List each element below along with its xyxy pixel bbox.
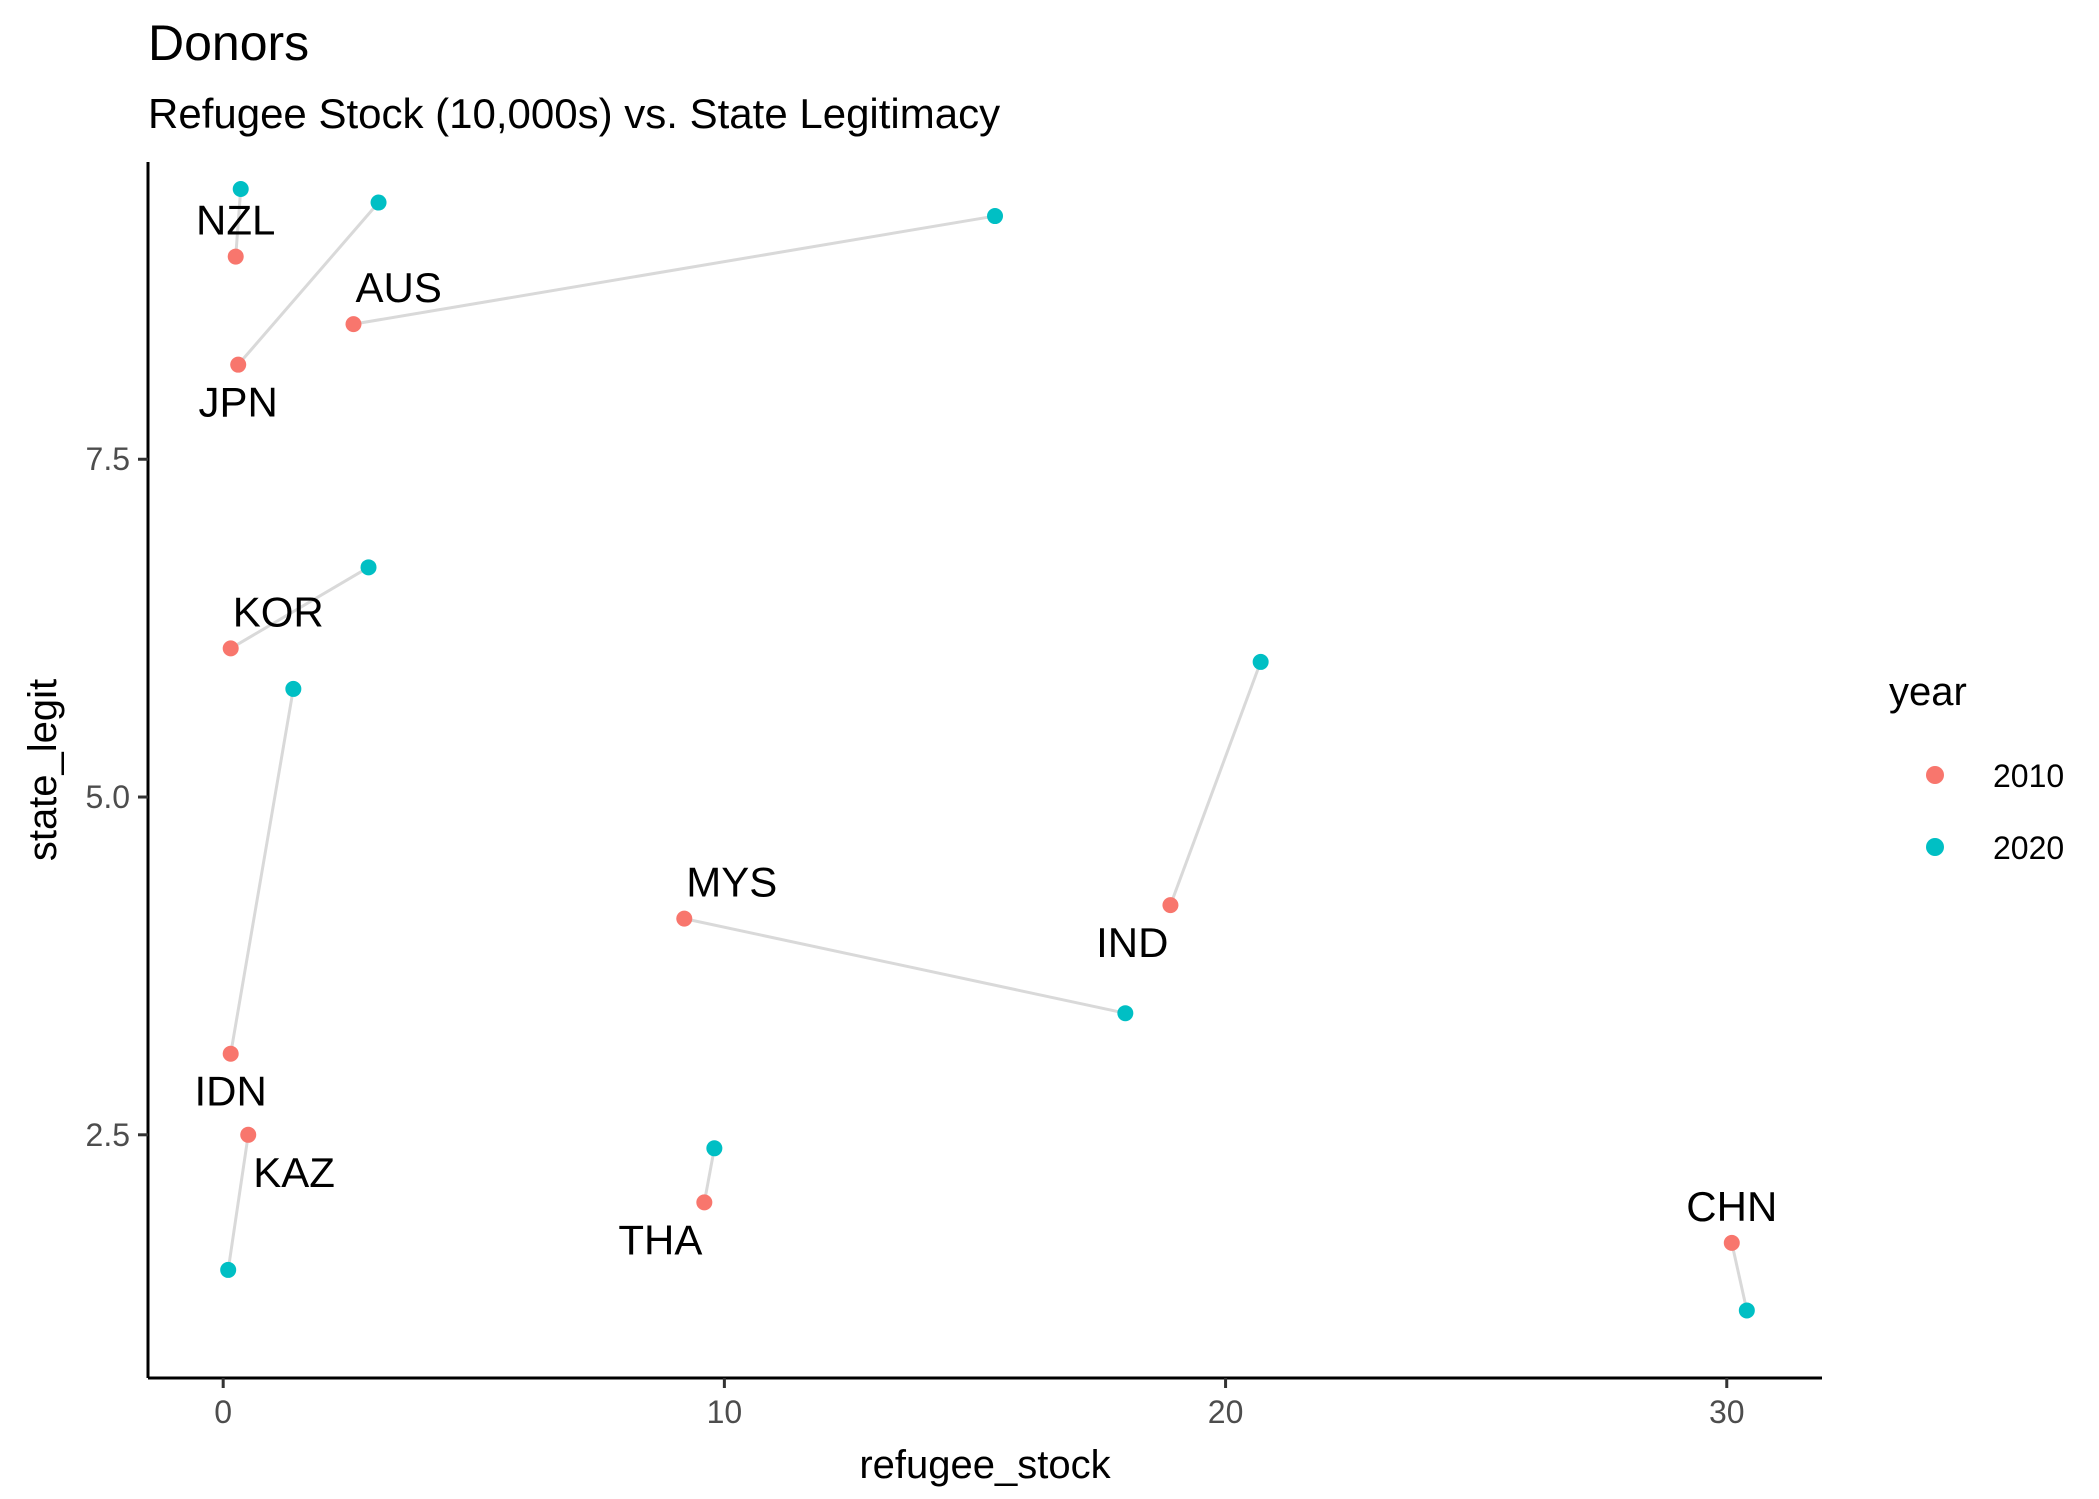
point-idn-2020 bbox=[285, 680, 302, 697]
y-axis-title: state_legit bbox=[21, 679, 65, 861]
point-aus-2010 bbox=[345, 316, 362, 333]
y-axis-ticks: 2.5 5.0 7.5 bbox=[86, 441, 148, 1153]
label-aus: AUS bbox=[355, 264, 441, 311]
legend-key-2010 bbox=[1926, 766, 1944, 784]
x-tick-label: 10 bbox=[707, 1394, 743, 1430]
legend: year 2010 2020 bbox=[1889, 670, 2064, 866]
x-tick-label: 20 bbox=[1208, 1394, 1244, 1430]
label-tha: THA bbox=[618, 1216, 702, 1263]
connector-kaz bbox=[226, 1134, 250, 1271]
connector-kor bbox=[229, 566, 370, 650]
chart-title: Donors bbox=[148, 15, 309, 71]
legend-key-2020 bbox=[1926, 838, 1944, 856]
connector-jpn bbox=[237, 201, 380, 366]
label-chn: CHN bbox=[1686, 1183, 1777, 1230]
connector-mys bbox=[683, 917, 1126, 1015]
label-nzl: NZL bbox=[196, 197, 275, 244]
data-points bbox=[220, 181, 1755, 1319]
label-kaz: KAZ bbox=[253, 1149, 335, 1196]
point-mys-2010 bbox=[676, 910, 693, 927]
connector-nzl bbox=[234, 188, 243, 257]
point-jpn-2010 bbox=[230, 356, 247, 373]
x-tick-label: 30 bbox=[1709, 1394, 1745, 1430]
point-mys-2020 bbox=[1117, 1005, 1134, 1022]
point-kaz-2010 bbox=[240, 1126, 257, 1143]
label-ind: IND bbox=[1096, 919, 1168, 966]
legend-label-2010: 2010 bbox=[1993, 758, 2064, 794]
chart-subtitle: Refugee Stock (10,000s) vs. State Legiti… bbox=[148, 90, 1000, 137]
point-kaz-2020 bbox=[220, 1261, 237, 1278]
point-chn-2010 bbox=[1723, 1234, 1740, 1251]
legend-title: year bbox=[1889, 670, 1967, 714]
connector-chn bbox=[1730, 1242, 1749, 1311]
y-tick-label: 7.5 bbox=[86, 441, 130, 477]
label-mys: MYS bbox=[686, 859, 777, 906]
point-nzl-2010 bbox=[227, 248, 244, 265]
connector-tha bbox=[702, 1148, 716, 1203]
point-nzl-2020 bbox=[232, 181, 249, 198]
label-kor: KOR bbox=[233, 588, 324, 635]
connector-aus bbox=[353, 214, 996, 326]
x-tick-label: 0 bbox=[214, 1394, 232, 1430]
connector-lines bbox=[226, 188, 1749, 1311]
point-jpn-2020 bbox=[370, 194, 387, 211]
legend-label-2020: 2020 bbox=[1993, 830, 2064, 866]
connector-ind bbox=[1169, 661, 1263, 906]
label-jpn: JPN bbox=[199, 379, 278, 426]
point-chn-2020 bbox=[1738, 1302, 1755, 1319]
x-axis-ticks: 0 10 20 30 bbox=[214, 1378, 1745, 1430]
country-labels: NZL JPN AUS KOR IDN KAZ THA MYS IND CHN bbox=[195, 197, 1778, 1264]
point-aus-2020 bbox=[987, 208, 1004, 225]
label-idn: IDN bbox=[195, 1068, 267, 1115]
point-tha-2020 bbox=[706, 1140, 723, 1157]
point-ind-2020 bbox=[1252, 653, 1269, 670]
point-kor-2010 bbox=[222, 640, 239, 657]
x-axis-title: refugee_stock bbox=[859, 1443, 1111, 1487]
y-tick-label: 2.5 bbox=[86, 1117, 130, 1153]
connector-idn bbox=[229, 688, 295, 1054]
point-kor-2020 bbox=[360, 559, 377, 576]
y-tick-label: 5.0 bbox=[86, 779, 130, 815]
point-idn-2010 bbox=[222, 1045, 239, 1062]
point-ind-2010 bbox=[1162, 897, 1179, 914]
point-tha-2010 bbox=[696, 1194, 713, 1211]
